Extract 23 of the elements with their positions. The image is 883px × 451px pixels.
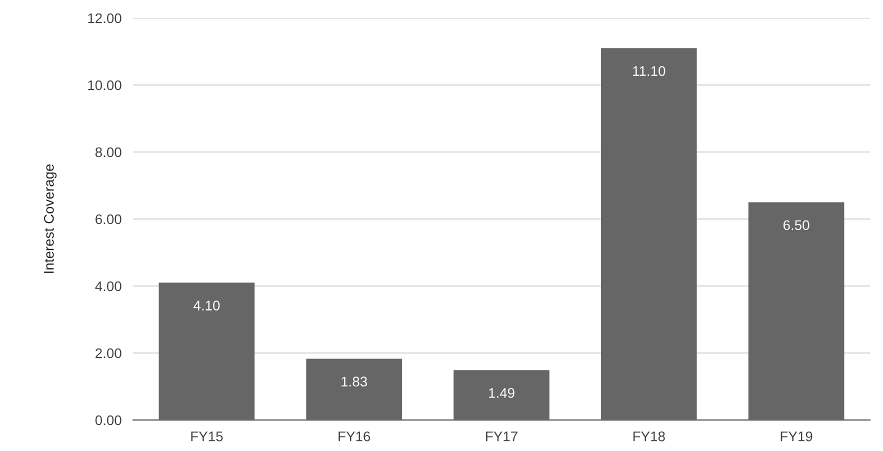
data-label: 4.10 [194, 300, 220, 310]
data-label: 1.49 [489, 388, 514, 398]
x-tick-label: FY17 [486, 432, 518, 442]
data-label: 11.10 [633, 66, 666, 76]
bar [600, 48, 697, 420]
bar [306, 358, 402, 420]
x-tick-label: FY18 [633, 431, 665, 442]
x-tick-label: FY16 [338, 431, 370, 442]
bar [158, 282, 255, 420]
bar [748, 202, 844, 420]
y-tick-label: 8.00 [95, 147, 122, 158]
y-tick-label: 0.00 [95, 415, 122, 426]
y-tick-label: 10.00 [88, 80, 122, 90]
x-tick-label: FY19 [780, 431, 812, 442]
y-tick-label: 2.00 [96, 348, 122, 358]
y-tick-label: 4.00 [95, 281, 122, 292]
data-label: 1.83 [342, 376, 368, 387]
y-tick-label: 6.00 [96, 214, 122, 224]
data-label: 6.50 [783, 220, 810, 230]
x-tick-label: FY15 [191, 432, 223, 442]
y-tick-label: 12.00 [88, 13, 122, 24]
bar [454, 370, 550, 420]
y-axis-title: Interest Coverage [44, 164, 57, 273]
